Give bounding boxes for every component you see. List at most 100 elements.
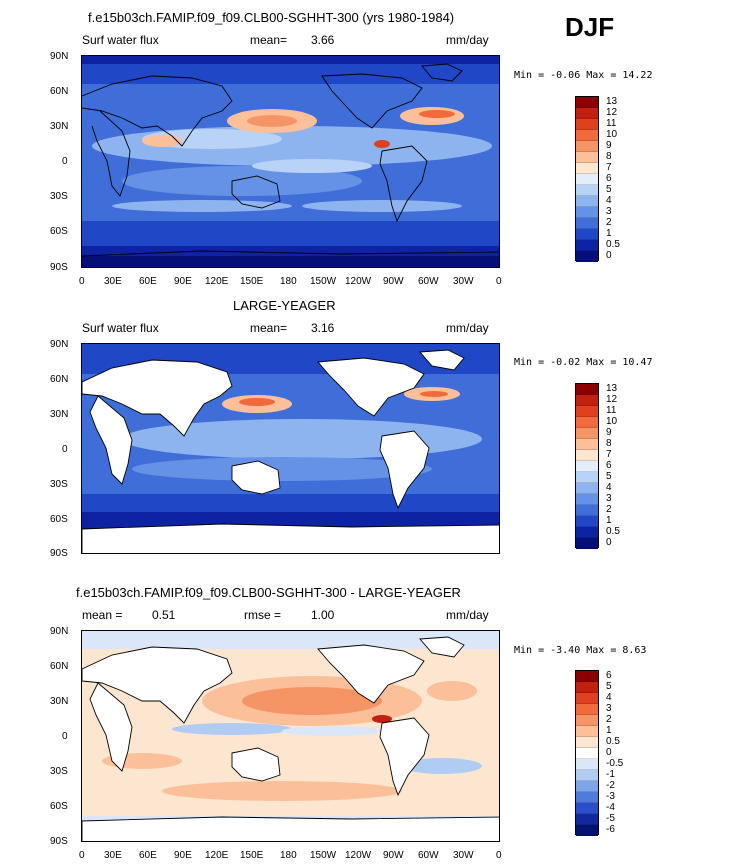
panel3-lon-150e: 150E	[240, 850, 264, 861]
colorbar-swatch	[576, 163, 598, 174]
colorbar-swatch	[576, 439, 598, 450]
colorbar-swatch	[576, 704, 598, 715]
colorbar-level-label: 1	[606, 227, 612, 239]
panel2-map-field	[82, 344, 499, 553]
colorbar-swatch	[576, 671, 598, 682]
panel3-lon-90w: 90W	[383, 850, 404, 861]
panel3-lon-120e: 120E	[205, 850, 229, 861]
colorbar-level-label: 11	[606, 117, 617, 129]
panel1-lon-90e: 90E	[174, 276, 192, 287]
colorbar-swatch	[576, 737, 598, 748]
panel2-mean-value: 3.16	[311, 321, 335, 335]
colorbar-level-label: 0.5	[606, 735, 620, 747]
colorbar-level-label: 6	[606, 669, 612, 681]
panel1-lon-30e: 30E	[104, 276, 122, 287]
colorbar-swatch	[576, 825, 598, 836]
panel1-lat-90n: 90N	[50, 51, 69, 62]
colorbar-swatch	[576, 516, 598, 527]
colorbar-level-label: 0	[606, 249, 612, 261]
colorbar-level-label: 13	[606, 95, 618, 107]
panel1-lat-60n: 60N	[50, 86, 69, 97]
colorbar-swatch	[576, 483, 598, 494]
panel3-mean-label: mean =	[82, 608, 123, 622]
panel2-lat-90n: 90N	[50, 339, 69, 350]
colorbar-swatch	[576, 770, 598, 781]
panel3-rmse-value: 1.00	[311, 608, 335, 622]
colorbar-level-label: 2	[606, 216, 612, 228]
colorbar-swatch	[576, 715, 598, 726]
panel1-lon-180: 180	[280, 276, 297, 287]
panel3-lon-30e: 30E	[104, 850, 122, 861]
panel2-mean-label: mean=	[250, 321, 288, 335]
panel1-lon-60w: 60W	[418, 276, 439, 287]
colorbar-level-label: 4	[606, 691, 612, 703]
colorbar-swatch	[576, 141, 598, 152]
panel3-lat-60n: 60N	[50, 661, 69, 672]
colorbar-swatch	[576, 726, 598, 737]
panel2-colorbar	[575, 383, 599, 549]
colorbar-swatch	[576, 196, 598, 207]
colorbar-level-label: -1	[606, 768, 615, 780]
panel1-map	[81, 55, 500, 268]
panel3-lat-30s: 30S	[50, 766, 68, 777]
panel3-map	[81, 630, 500, 842]
colorbar-level-label: 5	[606, 470, 612, 482]
colorbar-level-label: 3	[606, 205, 612, 217]
colorbar-level-label: 0.5	[606, 525, 620, 537]
colorbar-swatch	[576, 505, 598, 516]
colorbar-level-label: 7	[606, 161, 612, 173]
colorbar-level-label: 9	[606, 426, 612, 438]
colorbar-level-label: 12	[606, 106, 618, 118]
colorbar-level-label: 0	[606, 746, 612, 758]
colorbar-swatch	[576, 759, 598, 770]
panel3-lon-60w: 60W	[418, 850, 439, 861]
colorbar-swatch	[576, 781, 598, 792]
colorbar-level-label: -2	[606, 779, 615, 791]
panel1-colorbar	[575, 96, 599, 262]
panel1-title: f.e15b03ch.FAMIP.f09_f09.CLB00-SGHHT-300…	[88, 10, 455, 25]
colorbar-level-label: 6	[606, 172, 612, 184]
panel2-lat-60n: 60N	[50, 374, 69, 385]
colorbar-swatch	[576, 174, 598, 185]
colorbar-swatch	[576, 472, 598, 483]
panel2-lat-30s: 30S	[50, 479, 68, 490]
colorbar-level-label: 1	[606, 514, 612, 526]
colorbar-swatch	[576, 428, 598, 439]
panel1-lon-0-end: 0	[496, 276, 502, 287]
panel3-rmse-label: rmse =	[244, 608, 282, 622]
panel3-lon-90e: 90E	[174, 850, 192, 861]
colorbar-swatch	[576, 185, 598, 196]
panel3-lon-0-end: 0	[496, 850, 502, 861]
panel1-lon-0: 0	[79, 276, 85, 287]
panel3-lon-30w: 30W	[453, 850, 474, 861]
colorbar-level-label: 5	[606, 183, 612, 195]
colorbar-swatch	[576, 527, 598, 538]
panel3-lon-0: 0	[79, 850, 85, 861]
panel3-lon-150w: 150W	[310, 850, 337, 861]
panel1-mean-value: 3.66	[311, 33, 335, 47]
colorbar-swatch	[576, 461, 598, 472]
panel3-lat-90n: 90N	[50, 626, 69, 637]
panel2-variable-label: Surf water flux	[82, 321, 159, 335]
panel3-lat-90s: 90S	[50, 836, 68, 847]
colorbar-swatch	[576, 538, 598, 549]
panel3-title: f.e15b03ch.FAMIP.f09_f09.CLB00-SGHHT-300…	[76, 585, 461, 600]
panel1-lon-90w: 90W	[383, 276, 404, 287]
colorbar-swatch	[576, 748, 598, 759]
colorbar-swatch	[576, 803, 598, 814]
colorbar-swatch	[576, 119, 598, 130]
colorbar-swatch	[576, 152, 598, 163]
colorbar-level-label: -3	[606, 790, 615, 802]
colorbar-swatch	[576, 207, 598, 218]
colorbar-level-label: 5	[606, 680, 612, 692]
colorbar-swatch	[576, 814, 598, 825]
panel2-title: LARGE-YEAGER	[233, 298, 336, 313]
panel1-lon-30w: 30W	[453, 276, 474, 287]
season-label: DJF	[565, 12, 615, 42]
colorbar-level-label: 1	[606, 724, 612, 736]
panel1-lon-150e: 150E	[240, 276, 264, 287]
colorbar-swatch	[576, 494, 598, 505]
panel1-lat-30s: 30S	[50, 191, 68, 202]
panel2-lat-eq: 0	[62, 444, 68, 455]
colorbar-level-label: -0.5	[606, 757, 624, 769]
